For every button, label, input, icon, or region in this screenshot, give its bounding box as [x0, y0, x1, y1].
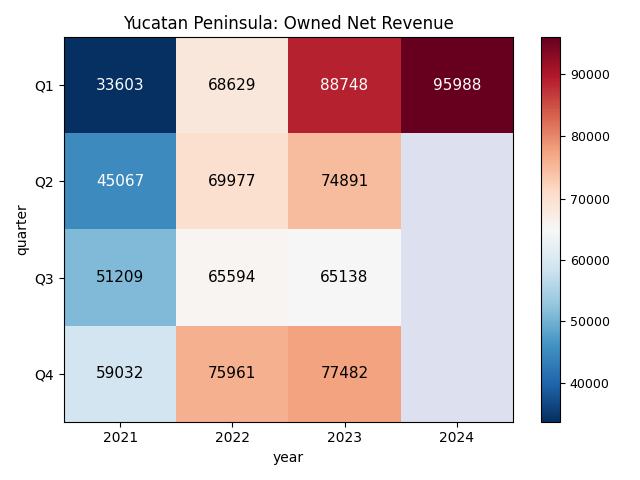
Text: 65594: 65594: [208, 270, 257, 285]
Text: 65138: 65138: [321, 270, 369, 285]
Text: 75961: 75961: [208, 366, 257, 381]
Text: 77482: 77482: [321, 366, 369, 381]
Title: Yucatan Peninsula: Owned Net Revenue: Yucatan Peninsula: Owned Net Revenue: [123, 15, 454, 33]
Text: 51209: 51209: [96, 270, 144, 285]
Text: 33603: 33603: [96, 78, 145, 93]
Text: 95988: 95988: [433, 78, 481, 93]
Text: 68629: 68629: [208, 78, 257, 93]
X-axis label: year: year: [273, 451, 304, 465]
Text: 59032: 59032: [96, 366, 144, 381]
Text: 74891: 74891: [321, 174, 369, 189]
Text: 45067: 45067: [96, 174, 144, 189]
Text: 88748: 88748: [321, 78, 369, 93]
Text: 69977: 69977: [208, 174, 257, 189]
Y-axis label: quarter: quarter: [15, 204, 29, 255]
